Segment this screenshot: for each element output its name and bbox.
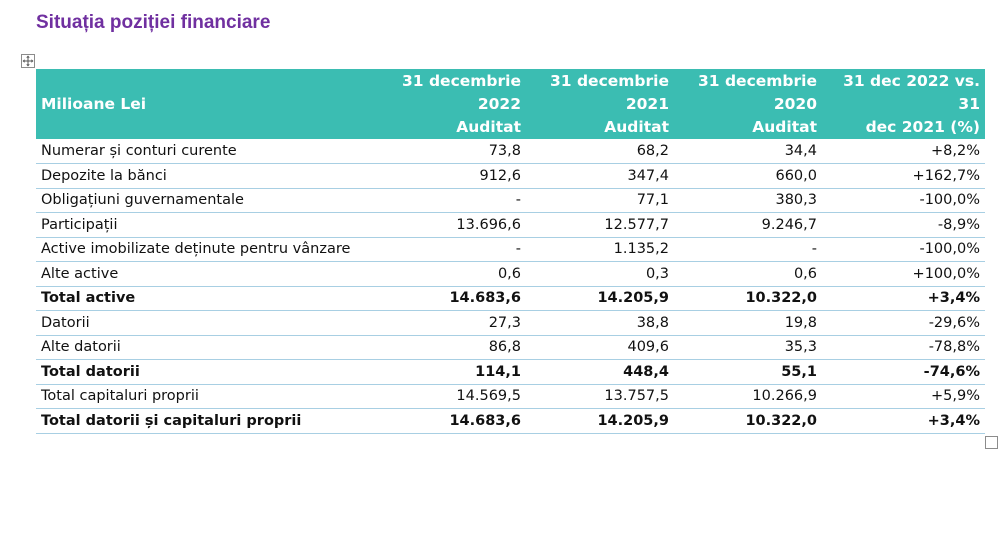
cell-2022: 14.569,5 [376, 384, 526, 409]
row-label: Total active [36, 286, 376, 311]
header-2022: 31 decembrie 2022 Auditat [376, 69, 526, 139]
header-2020: 31 decembrie 2020 Auditat [674, 69, 822, 139]
header-line: Auditat [604, 117, 669, 136]
cell-change: +100,0% [822, 261, 985, 287]
table-row-total: Total datorii și capitaluri proprii 14.6… [36, 408, 985, 434]
cell-2021: 38,8 [526, 310, 674, 336]
table-row: Alte active 0,6 0,3 0,6 +100,0% [36, 261, 985, 287]
cell-2022: 14.683,6 [376, 408, 526, 434]
row-label: Total capitaluri proprii [36, 384, 376, 409]
cell-2022: 27,3 [376, 310, 526, 336]
header-line: 31 decembrie [698, 71, 817, 90]
move-arrows-icon[interactable] [21, 54, 35, 68]
header-line: 31 dec 2022 vs. 31 [843, 71, 980, 113]
cell-change: -8,9% [822, 212, 985, 238]
table-row: Obligațiuni guvernamentale - 77,1 380,3 … [36, 188, 985, 213]
row-label: Alte active [36, 261, 376, 287]
cell-2020: 380,3 [674, 188, 822, 213]
cell-2022: 114,1 [376, 359, 526, 385]
cell-change: -74,6% [822, 359, 985, 385]
cell-2021: 1.135,2 [526, 237, 674, 262]
header-line: 2022 [477, 94, 521, 113]
table-row: Alte datorii 86,8 409,6 35,3 -78,8% [36, 335, 985, 360]
cell-2020: 55,1 [674, 359, 822, 385]
cell-2021: 14.205,9 [526, 286, 674, 311]
cell-change: +162,7% [822, 163, 985, 189]
cell-change: -78,8% [822, 335, 985, 360]
cell-2021: 409,6 [526, 335, 674, 360]
cell-2022: - [376, 237, 526, 262]
table-row: Total capitaluri proprii 14.569,5 13.757… [36, 384, 985, 409]
resize-square-icon[interactable] [985, 436, 998, 449]
header-change-percent: 31 dec 2022 vs. 31 dec 2021 (%) [822, 69, 985, 139]
cell-2020: 10.322,0 [674, 408, 822, 434]
table-row-total: Total active 14.683,6 14.205,9 10.322,0 … [36, 286, 985, 311]
header-line: 2021 [625, 94, 669, 113]
cell-2021: 347,4 [526, 163, 674, 189]
cell-2021: 13.757,5 [526, 384, 674, 409]
cell-2020: 10.322,0 [674, 286, 822, 311]
cell-2022: 912,6 [376, 163, 526, 189]
header-line: 31 decembrie [550, 71, 669, 90]
table-header-row: Milioane Lei 31 decembrie 2022 Auditat 31 … [36, 69, 985, 139]
cell-2021: 77,1 [526, 188, 674, 213]
table-row: Datorii 27,3 38,8 19,8 -29,6% [36, 310, 985, 336]
header-line: Milioane Lei [41, 94, 147, 113]
cell-2021: 14.205,9 [526, 408, 674, 434]
table-row: Numerar și conturi curente 73,8 68,2 34,… [36, 139, 985, 164]
cell-2020: 19,8 [674, 310, 822, 336]
header-line: dec 2021 (%) [865, 117, 980, 136]
table-row: Active imobilizate deținute pentru vânza… [36, 237, 985, 262]
table-row-total: Total datorii 114,1 448,4 55,1 -74,6% [36, 359, 985, 385]
header-line: Auditat [752, 117, 817, 136]
header-line: 31 decembrie [402, 71, 521, 90]
header-2021: 31 decembrie 2021 Auditat [526, 69, 674, 139]
cell-2020: 9.246,7 [674, 212, 822, 238]
cell-2022: 14.683,6 [376, 286, 526, 311]
row-label: Total datorii [36, 359, 376, 385]
cell-2022: - [376, 188, 526, 213]
cell-2022: 0,6 [376, 261, 526, 287]
cell-2021: 68,2 [526, 139, 674, 164]
header-line: 2020 [773, 94, 817, 113]
table-row: Depozite la bănci 912,6 347,4 660,0 +162… [36, 163, 985, 189]
cell-change: -100,0% [822, 237, 985, 262]
row-label: Obligațiuni guvernamentale [36, 188, 376, 213]
cell-change: +8,2% [822, 139, 985, 164]
cell-2020: 35,3 [674, 335, 822, 360]
cell-2020: 10.266,9 [674, 384, 822, 409]
cell-2020: 660,0 [674, 163, 822, 189]
cell-2020: 34,4 [674, 139, 822, 164]
row-label: Alte datorii [36, 335, 376, 360]
cell-2022: 73,8 [376, 139, 526, 164]
page-title: Situația poziției financiare [36, 12, 271, 33]
header-units: Milioane Lei [36, 69, 376, 139]
table-row: Participații 13.696,6 12.577,7 9.246,7 -… [36, 212, 985, 238]
cell-change: +5,9% [822, 384, 985, 409]
cell-change: -100,0% [822, 188, 985, 213]
cell-change: -29,6% [822, 310, 985, 336]
row-label: Numerar și conturi curente [36, 139, 376, 164]
header-line: Auditat [456, 117, 521, 136]
cell-2021: 448,4 [526, 359, 674, 385]
row-label: Datorii [36, 310, 376, 336]
row-label: Depozite la bănci [36, 163, 376, 189]
cell-2022: 86,8 [376, 335, 526, 360]
cell-2020: 0,6 [674, 261, 822, 287]
row-label: Total datorii și capitaluri proprii [36, 408, 376, 434]
cell-2022: 13.696,6 [376, 212, 526, 238]
cell-2021: 0,3 [526, 261, 674, 287]
cell-2020: - [674, 237, 822, 262]
cell-change: +3,4% [822, 286, 985, 311]
row-label: Active imobilizate deținute pentru vânza… [36, 237, 376, 262]
cell-2021: 12.577,7 [526, 212, 674, 238]
row-label: Participații [36, 212, 376, 238]
cell-change: +3,4% [822, 408, 985, 434]
financial-position-table: Milioane Lei 31 decembrie 2022 Auditat 31 … [36, 69, 985, 434]
